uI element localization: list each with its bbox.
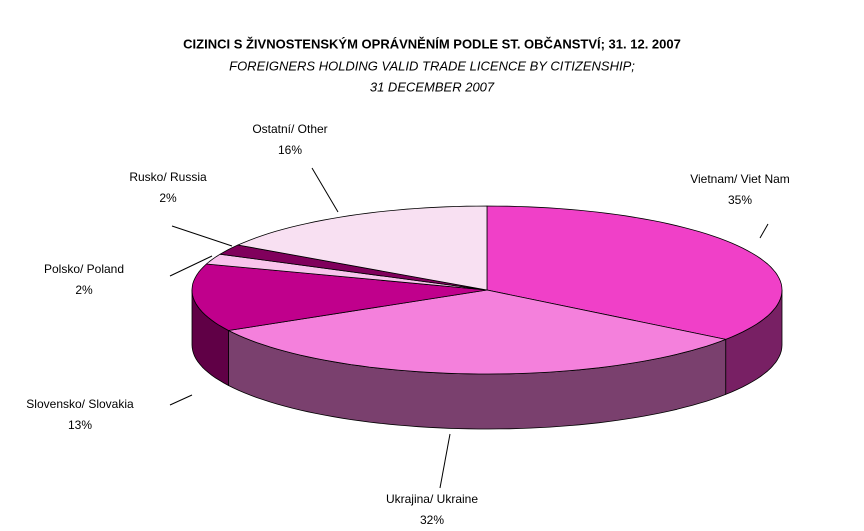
value-label: 13%: [68, 418, 92, 432]
leader-line: [169, 394, 193, 406]
leader-line: [759, 223, 769, 239]
slice-label: Ostatní/ Other: [252, 122, 327, 136]
value-label: 35%: [728, 193, 752, 207]
value-label: 32%: [420, 513, 444, 527]
slice: [191, 263, 488, 331]
slice-label: Rusko/ Russia: [129, 170, 207, 184]
leader-line: [171, 225, 233, 247]
chart-subtitle: FOREIGNERS HOLDING VALID TRADE LICENCE B…: [229, 58, 635, 73]
slice-label: Slovensko/ Slovakia: [26, 397, 134, 411]
value-label: 2%: [75, 283, 93, 297]
slice: [228, 289, 727, 375]
leader-line: [169, 255, 213, 277]
chart-subtitle: 31 DECEMBER 2007: [370, 79, 495, 94]
value-label: 2%: [159, 191, 177, 205]
chart-title: CIZINCI S ŽIVNOSTENSKÝM OPRÁVNĚNÍM PODLE…: [183, 36, 681, 51]
slice-label: Vietnam/ Viet Nam: [690, 172, 790, 186]
value-label: 16%: [278, 143, 302, 157]
slice-label: Ukrajina/ Ukraine: [386, 492, 478, 506]
leader-line: [311, 167, 339, 213]
slice-label: Polsko/ Poland: [44, 262, 124, 276]
slice: [237, 205, 488, 291]
leader-line: [439, 433, 451, 489]
slice: [486, 205, 783, 340]
